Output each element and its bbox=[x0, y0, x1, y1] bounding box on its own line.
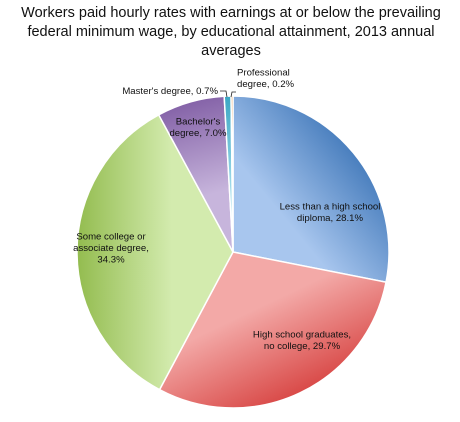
slice-label-3: Bachelor's degree, 7.0% bbox=[169, 116, 227, 139]
chart-title-line-1: Workers paid hourly rates with earnings … bbox=[21, 5, 441, 21]
slice-label-5-line-1: degree, 0.2% bbox=[237, 79, 295, 90]
leader-lines bbox=[220, 90, 236, 98]
chart-title-line-2: federal minimum wage, by educational att… bbox=[27, 24, 435, 40]
slice-label-3-line-0: Bachelor's bbox=[176, 116, 221, 127]
slice-label-3-line-1: degree, 7.0% bbox=[169, 128, 227, 139]
pie-slice-1 bbox=[158, 251, 387, 409]
slice-label-2-line-1: associate degree, bbox=[73, 243, 149, 254]
chart-title: Workers paid hourly rates with earnings … bbox=[6, 4, 456, 61]
slice-label-2: Some college or associate degree, 34.3% bbox=[73, 232, 149, 266]
pie-slices bbox=[76, 95, 390, 409]
slice-label-0-line-0: Less than a high school bbox=[280, 201, 381, 212]
slice-label-1-line-1: no college, 29.7% bbox=[264, 341, 341, 352]
chart-title-line-3: averages bbox=[201, 43, 261, 59]
slice-label-2-line-0: Some college or bbox=[76, 232, 146, 243]
slice-label-0: Less than a high school diploma, 28.1% bbox=[280, 201, 381, 224]
slice-label-1-line-0: High school graduates, bbox=[253, 329, 351, 340]
pie-slice-2 bbox=[76, 114, 234, 391]
pie-slice-0 bbox=[232, 95, 390, 283]
slice-label-2-line-2: 34.3% bbox=[97, 255, 125, 266]
leader-line-4 bbox=[220, 90, 228, 98]
slice-label-0-line-1: diploma, 28.1% bbox=[297, 213, 364, 224]
slice-label-5: Professional degree, 0.2% bbox=[237, 67, 295, 90]
slice-label-1: High school graduates, no college, 29.7% bbox=[253, 329, 351, 352]
slice-label-4: Master's degree, 0.7% bbox=[122, 86, 218, 97]
slice-label-4-line-0: Master's degree, 0.7% bbox=[122, 86, 218, 97]
slice-label-5-line-0: Professional bbox=[237, 67, 290, 78]
leader-line-5 bbox=[230, 91, 236, 98]
slice-labels: Less than a high school diploma, 28.1% Hig… bbox=[73, 67, 380, 352]
